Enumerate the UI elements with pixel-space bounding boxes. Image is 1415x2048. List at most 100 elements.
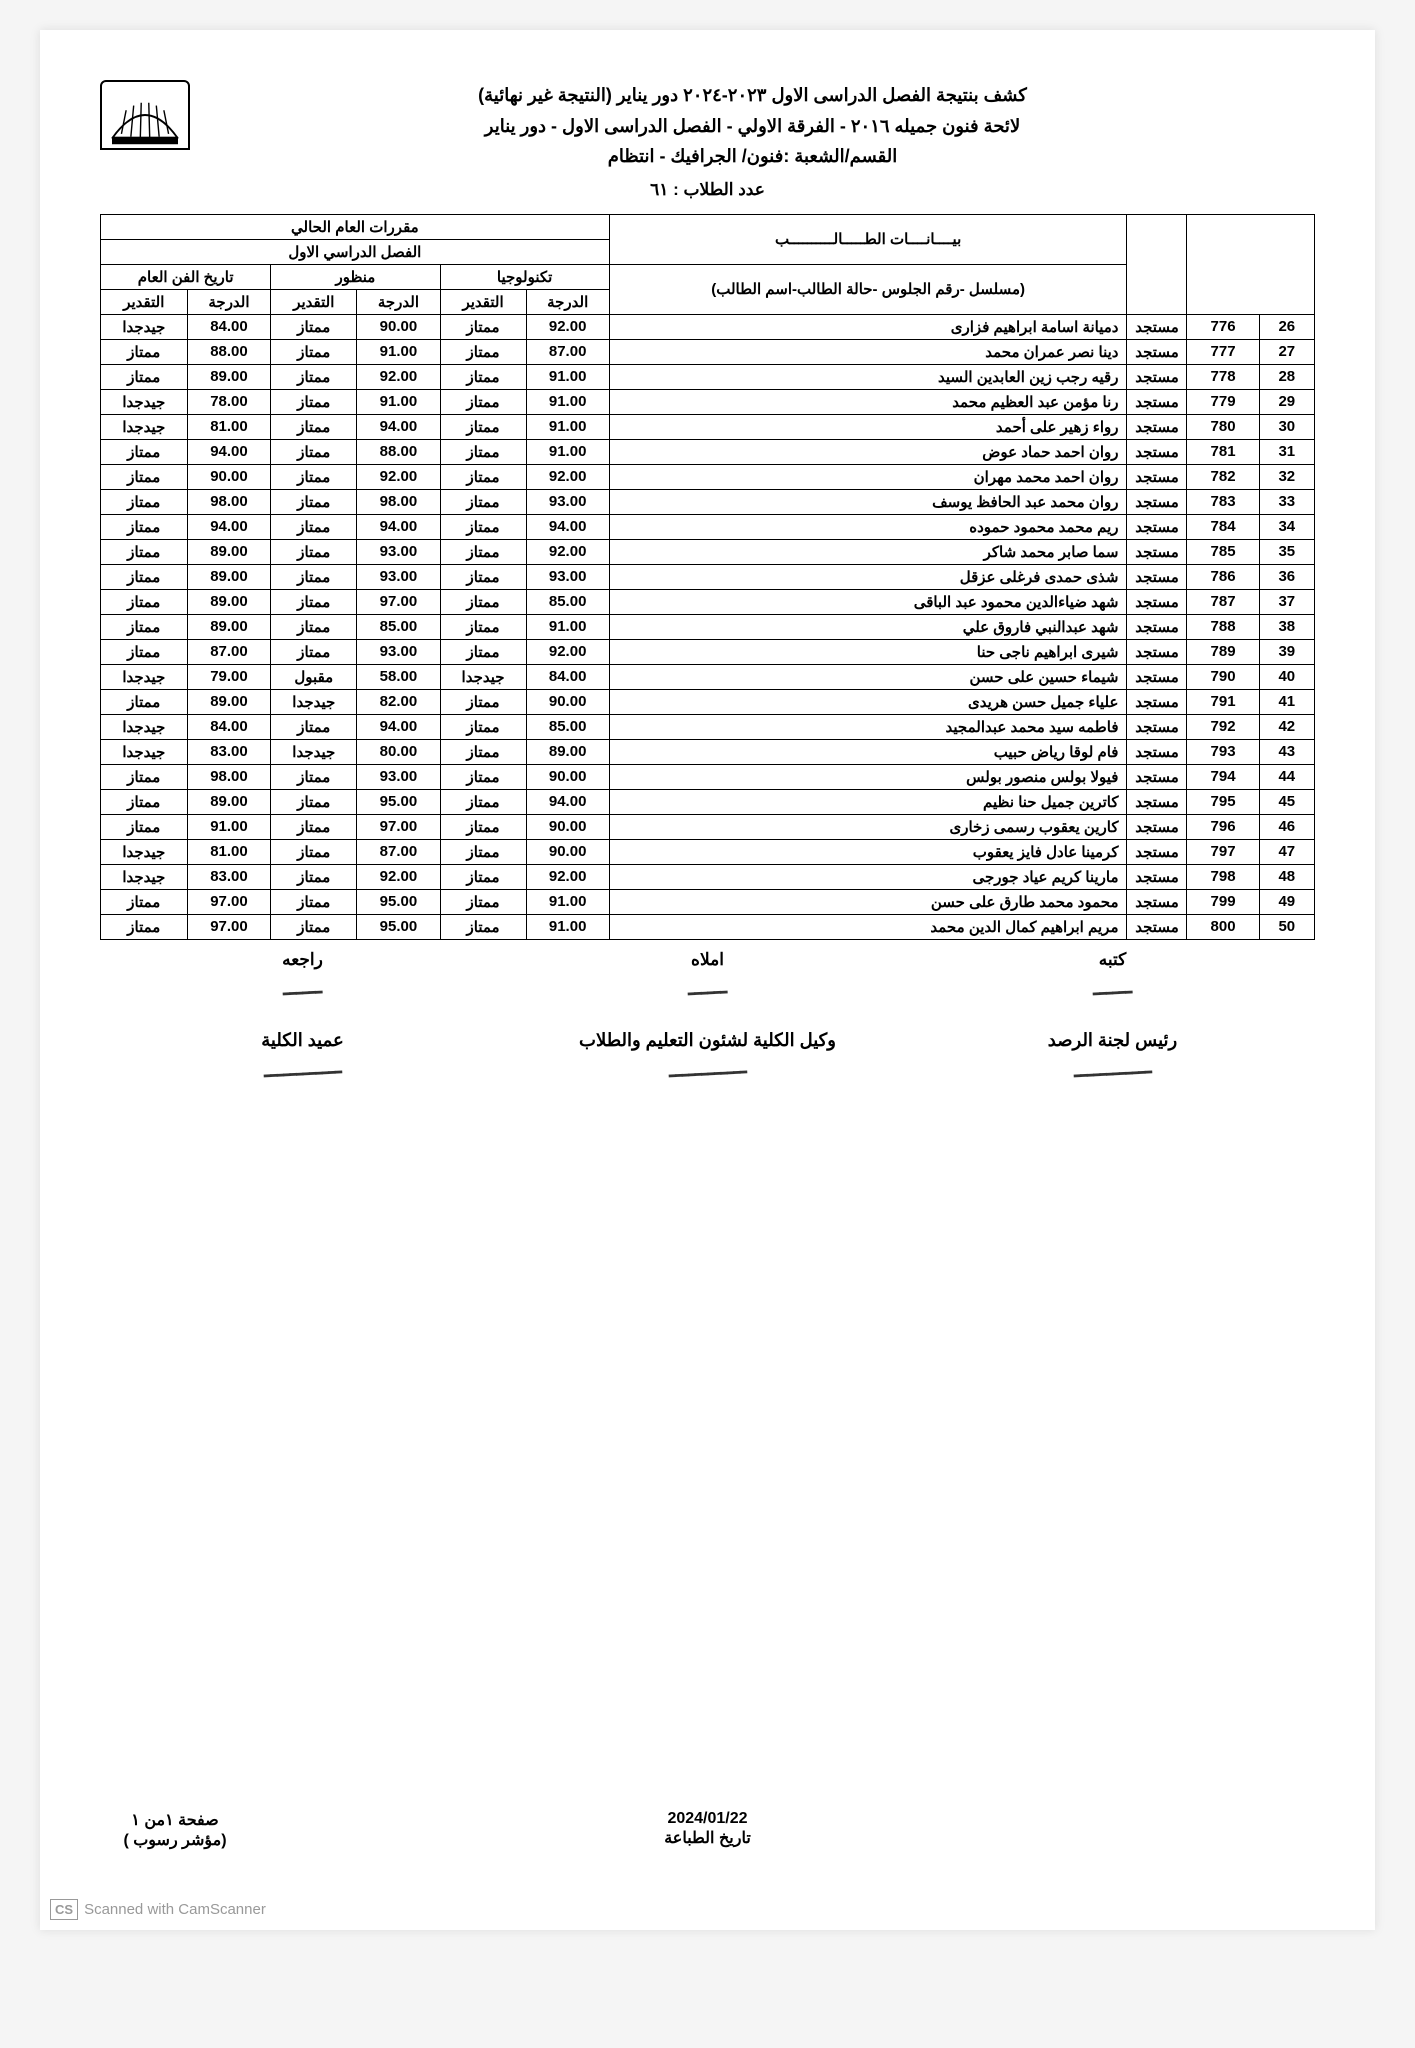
sig-scribble: ــــــ [688, 973, 728, 1001]
cell-name: رنا مؤمن عبد العظيم محمد [609, 389, 1127, 414]
cell-name: ريم محمد محمود حموده [609, 514, 1127, 539]
cell-id: 779 [1187, 389, 1259, 414]
cell-g3: 89.00 [187, 789, 271, 814]
table-row: 36786مستجدشذى حمدى فرغلى عزقل93.00ممتاز9… [101, 564, 1315, 589]
cell-status: مستجد [1127, 764, 1187, 789]
cell-g3: 89.00 [187, 614, 271, 639]
cell-status: مستجد [1127, 439, 1187, 464]
cell-r1: ممتاز [440, 464, 526, 489]
table-row: 40790مستجدشيماء حسين على حسن84.00جيدجدا5… [101, 664, 1315, 689]
student-info-title: بيــــانــــات الطـــــالــــــــــب [615, 230, 1122, 248]
cell-g3: 83.00 [187, 864, 271, 889]
table-row: 30780مستجدرواء زهير على أحمد91.00ممتاز94… [101, 414, 1315, 439]
table-row: 27777مستجددينا نصر عمران محمد87.00ممتاز9… [101, 339, 1315, 364]
table-row: 42792مستجدفاطمه سيد محمد عبدالمجيد85.00م… [101, 714, 1315, 739]
cell-g1: 85.00 [526, 714, 609, 739]
cell-r3: ممتاز [101, 339, 188, 364]
semester-header: الفصل الدراسي الاول [101, 239, 610, 264]
cell-g3: 81.00 [187, 839, 271, 864]
cell-serial: 26 [1259, 314, 1314, 339]
cell-g3: 91.00 [187, 814, 271, 839]
cell-g2: 92.00 [357, 364, 440, 389]
sig-vice-dean: وكيل الكلية لشئون التعليم والطلاب ــــــ… [505, 1030, 910, 1081]
cell-r2: ممتاز [271, 389, 357, 414]
table-row: 31781مستجدروان احمد حماد عوض91.00ممتاز88… [101, 439, 1315, 464]
cell-serial: 43 [1259, 739, 1314, 764]
student-count: عدد الطلاب : ٦١ [100, 180, 1315, 200]
cell-name: كاترين جميل حنا نظيم [609, 789, 1127, 814]
cell-g1: 84.00 [526, 664, 609, 689]
sig-dictated-label: املاه [691, 950, 724, 969]
cell-g2: 91.00 [357, 339, 440, 364]
cell-r3: جيدجدا [101, 389, 188, 414]
cell-g2: 93.00 [357, 539, 440, 564]
table-row: 33783مستجدروان محمد عبد الحافظ يوسف93.00… [101, 489, 1315, 514]
cell-id: 794 [1187, 764, 1259, 789]
table-row: 32782مستجدروان احمد محمد مهران92.00ممتاز… [101, 464, 1315, 489]
fail-indicator: (مؤشر رسوب ) [100, 1830, 250, 1850]
cell-g1: 92.00 [526, 639, 609, 664]
cell-g1: 91.00 [526, 439, 609, 464]
cell-id: 795 [1187, 789, 1259, 814]
results-table: بيــــانــــات الطـــــالــــــــــب مقر… [100, 214, 1315, 940]
cell-g2: 85.00 [357, 614, 440, 639]
cell-g2: 92.00 [357, 464, 440, 489]
cell-status: مستجد [1127, 614, 1187, 639]
cell-r3: ممتاز [101, 464, 188, 489]
cell-name: مريم ابراهيم كمال الدين محمد [609, 914, 1127, 939]
cell-g2: 92.00 [357, 864, 440, 889]
cell-g2: 87.00 [357, 839, 440, 864]
cell-serial: 33 [1259, 489, 1314, 514]
cell-r1: ممتاز [440, 364, 526, 389]
cell-name: شذى حمدى فرغلى عزقل [609, 564, 1127, 589]
cell-g1: 94.00 [526, 789, 609, 814]
cell-g1: 85.00 [526, 589, 609, 614]
cell-g3: 83.00 [187, 739, 271, 764]
cell-r3: ممتاز [101, 539, 188, 564]
cell-g3: 89.00 [187, 364, 271, 389]
cell-g3: 89.00 [187, 589, 271, 614]
cell-status: مستجد [1127, 739, 1187, 764]
table-body: 26776مستجددميانة اسامة ابراهيم فزارى92.0… [101, 314, 1315, 939]
cell-id: 793 [1187, 739, 1259, 764]
cell-r2: ممتاز [271, 564, 357, 589]
cell-r2: ممتاز [271, 439, 357, 464]
sig-dean-label: عميد الكلية [261, 1030, 344, 1050]
cell-r1: ممتاز [440, 789, 526, 814]
cell-r2: ممتاز [271, 514, 357, 539]
cell-id: 782 [1187, 464, 1259, 489]
cell-serial: 32 [1259, 464, 1314, 489]
cell-id: 799 [1187, 889, 1259, 914]
cell-r2: ممتاز [271, 714, 357, 739]
cell-r3: ممتاز [101, 814, 188, 839]
cell-id: 797 [1187, 839, 1259, 864]
table-row: 38788مستجدشهد عبدالنبي فاروق علي91.00ممت… [101, 614, 1315, 639]
table-row: 50800مستجدمريم ابراهيم كمال الدين محمد91… [101, 914, 1315, 939]
subject3-header: تاريخ الفن العام [101, 264, 271, 289]
cell-g1: 91.00 [526, 414, 609, 439]
cell-serial: 27 [1259, 339, 1314, 364]
cell-name: محمود محمد طارق على حسن [609, 889, 1127, 914]
table-row: 28778مستجدرقيه رجب زين العابدين السيد91.… [101, 364, 1315, 389]
cell-r1: ممتاز [440, 589, 526, 614]
cell-r3: ممتاز [101, 514, 188, 539]
sig-reviewed: راجعه ــــــ [100, 950, 505, 1000]
cell-serial: 36 [1259, 564, 1314, 589]
sig-reviewed-label: راجعه [282, 950, 323, 969]
cell-serial: 28 [1259, 364, 1314, 389]
cell-r2: مقبول [271, 664, 357, 689]
cell-status: مستجد [1127, 839, 1187, 864]
cell-r1: ممتاز [440, 864, 526, 889]
cell-g2: 88.00 [357, 439, 440, 464]
cell-id: 783 [1187, 489, 1259, 514]
cell-g2: 97.00 [357, 814, 440, 839]
cell-g3: 78.00 [187, 389, 271, 414]
cell-r2: جيدجدا [271, 739, 357, 764]
cell-r2: ممتاز [271, 764, 357, 789]
cell-r3: جيدجدا [101, 739, 188, 764]
cell-status: مستجد [1127, 789, 1187, 814]
footer-left-block: صفحة ١من ١ (مؤشر رسوب ) [100, 1810, 250, 1850]
cell-serial: 39 [1259, 639, 1314, 664]
page-footer: 2024/01/22 تاريخ الطباعة صفحة ١من ١ (مؤش… [100, 1810, 1315, 1850]
cell-r1: ممتاز [440, 514, 526, 539]
